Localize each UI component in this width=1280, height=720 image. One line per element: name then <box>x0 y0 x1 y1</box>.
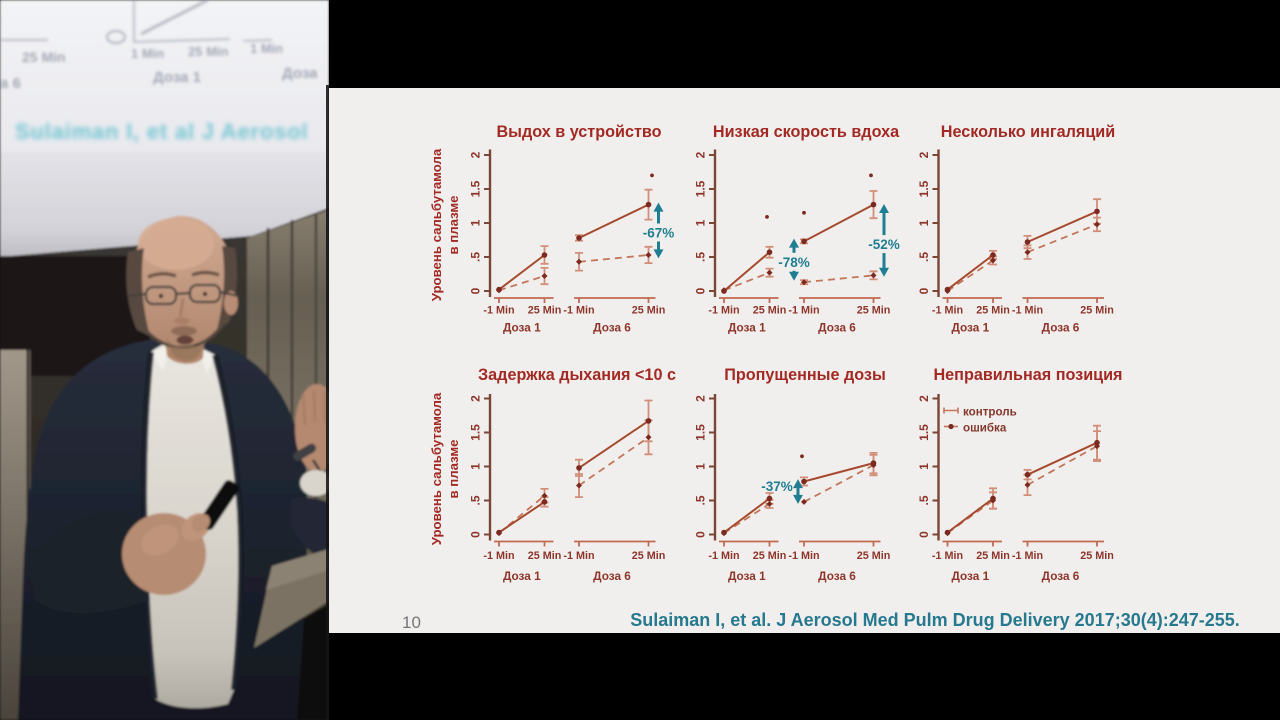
svg-text:в плазме: в плазме <box>446 440 461 499</box>
svg-text:25 Min: 25 Min <box>1080 550 1114 562</box>
svg-text:ошибка: ошибка <box>963 422 1007 435</box>
svg-text:.5: .5 <box>917 495 931 505</box>
svg-text:.5: .5 <box>694 252 708 262</box>
svg-text:1 Min: 1 Min <box>250 41 283 56</box>
svg-text:-1 Min: -1 Min <box>788 305 819 317</box>
svg-text:25 Min: 25 Min <box>857 305 891 317</box>
svg-text:1.5: 1.5 <box>917 424 931 441</box>
svg-text:-52%: -52% <box>868 237 900 252</box>
svg-text:-1 Min: -1 Min <box>788 550 819 562</box>
svg-text:-1 Min: -1 Min <box>1012 550 1043 562</box>
svg-text:Доза 6: Доза 6 <box>818 321 856 335</box>
svg-text:1.5: 1.5 <box>694 180 708 197</box>
svg-text:-67%: -67% <box>643 226 675 241</box>
svg-text:2: 2 <box>469 395 483 402</box>
svg-text:10: 10 <box>402 613 421 632</box>
svg-text:2: 2 <box>917 395 931 402</box>
svg-text:а 6: а 6 <box>0 75 21 92</box>
svg-text:Доза 6: Доза 6 <box>1042 569 1080 583</box>
svg-text:25 Min: 25 Min <box>632 550 666 562</box>
svg-text:1: 1 <box>917 219 931 226</box>
svg-text:Доза 6: Доза 6 <box>1042 321 1080 335</box>
svg-text:25 Min: 25 Min <box>753 550 787 562</box>
svg-text:контроль: контроль <box>963 406 1017 419</box>
svg-text:1.5: 1.5 <box>469 424 483 441</box>
svg-text:25 Min: 25 Min <box>188 44 229 59</box>
svg-text:Доза 6: Доза 6 <box>593 321 631 335</box>
svg-text:Низкая скорость вдоха: Низкая скорость вдоха <box>713 123 900 141</box>
svg-text:1: 1 <box>917 463 931 470</box>
svg-text:2: 2 <box>694 151 708 158</box>
svg-text:Доза 6: Доза 6 <box>818 569 856 583</box>
svg-text:Неправильная позиция: Неправильная позиция <box>933 366 1122 384</box>
svg-text:Уровень сальбутамола: Уровень сальбутамола <box>429 148 444 301</box>
svg-text:-1 Min: -1 Min <box>483 305 514 317</box>
svg-text:Задержка дыхания <10 с: Задержка дыхания <10 с <box>478 366 676 384</box>
svg-text:25 Min: 25 Min <box>632 305 666 317</box>
svg-text:0: 0 <box>469 287 483 294</box>
svg-text:-1 Min: -1 Min <box>483 550 514 562</box>
svg-text:25 Min: 25 Min <box>22 49 66 65</box>
svg-text:Несколько ингаляций: Несколько ингаляций <box>941 123 1115 141</box>
svg-text:0: 0 <box>917 531 931 538</box>
svg-text:25 Min: 25 Min <box>976 550 1010 562</box>
svg-text:1: 1 <box>469 463 483 470</box>
svg-text:1: 1 <box>694 463 708 470</box>
svg-text:Sulaiman I, et al J Aerosol: Sulaiman I, et al J Aerosol <box>15 119 308 144</box>
svg-text:-1 Min: -1 Min <box>1012 305 1043 317</box>
svg-text:Доза 6: Доза 6 <box>593 569 631 583</box>
svg-text:Доза 1: Доза 1 <box>503 321 541 335</box>
svg-text:1 Min: 1 Min <box>131 46 164 61</box>
svg-text:1: 1 <box>469 219 483 226</box>
svg-text:Выдох в устройство: Выдох в устройство <box>496 123 661 141</box>
svg-text:25 Min: 25 Min <box>1080 305 1114 317</box>
svg-text:Доза 1: Доза 1 <box>728 321 766 335</box>
svg-text:2: 2 <box>469 151 483 158</box>
svg-text:Доза 1: Доза 1 <box>951 321 989 335</box>
svg-text:.5: .5 <box>469 252 483 262</box>
svg-text:2: 2 <box>694 395 708 402</box>
svg-text:-1 Min: -1 Min <box>563 550 594 562</box>
svg-text:25 Min: 25 Min <box>857 550 891 562</box>
svg-text:Доза 1: Доза 1 <box>951 569 989 583</box>
svg-text:Уровень сальбутамола: Уровень сальбутамола <box>429 392 444 545</box>
svg-text:25 Min: 25 Min <box>528 305 562 317</box>
svg-text:2: 2 <box>917 151 931 158</box>
svg-text:0: 0 <box>694 531 708 538</box>
svg-text:-78%: -78% <box>778 255 810 270</box>
svg-text:-1 Min: -1 Min <box>932 305 963 317</box>
svg-text:.5: .5 <box>694 495 708 505</box>
svg-text:0: 0 <box>469 531 483 538</box>
svg-text:.5: .5 <box>469 495 483 505</box>
svg-text:Доза 1: Доза 1 <box>503 569 541 583</box>
svg-text:1.5: 1.5 <box>694 424 708 441</box>
svg-text:Sulaiman I, et al. J Aerosol M: Sulaiman I, et al. J Aerosol Med Pulm Dr… <box>630 610 1240 630</box>
svg-text:-1 Min: -1 Min <box>708 305 739 317</box>
svg-text:-1 Min: -1 Min <box>708 550 739 562</box>
svg-text:-1 Min: -1 Min <box>563 305 594 317</box>
svg-text:1.5: 1.5 <box>917 180 931 197</box>
svg-text:25 Min: 25 Min <box>528 550 562 562</box>
svg-text:.5: .5 <box>917 252 931 262</box>
svg-text:1: 1 <box>694 219 708 226</box>
svg-text:Доза: Доза <box>282 65 318 82</box>
svg-text:Пропущенные дозы: Пропущенные дозы <box>724 366 886 384</box>
svg-text:Доза 1: Доза 1 <box>728 569 766 583</box>
svg-text:Доза 1: Доза 1 <box>153 69 201 86</box>
svg-text:в плазме: в плазме <box>446 196 461 255</box>
svg-text:25 Min: 25 Min <box>976 305 1010 317</box>
svg-text:25 Min: 25 Min <box>753 305 787 317</box>
svg-text:0: 0 <box>694 287 708 294</box>
svg-text:-1 Min: -1 Min <box>932 550 963 562</box>
svg-text:1.5: 1.5 <box>469 180 483 197</box>
svg-text:-37%: -37% <box>761 479 793 494</box>
svg-text:0: 0 <box>917 287 931 294</box>
